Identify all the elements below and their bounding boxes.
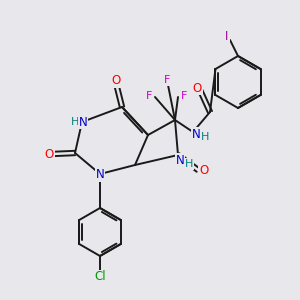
Text: H: H <box>71 117 79 127</box>
Text: O: O <box>44 148 54 160</box>
Text: O: O <box>192 82 202 94</box>
Text: O: O <box>200 164 208 178</box>
Text: N: N <box>96 169 104 182</box>
Text: N: N <box>192 128 200 140</box>
Text: F: F <box>164 75 170 85</box>
Text: N: N <box>79 116 87 128</box>
Text: O: O <box>111 74 121 88</box>
Text: H: H <box>201 132 209 142</box>
Text: I: I <box>225 31 229 44</box>
Text: F: F <box>146 91 152 101</box>
Text: F: F <box>181 91 187 101</box>
Text: Cl: Cl <box>94 271 106 284</box>
Text: H: H <box>185 159 193 169</box>
Text: N: N <box>176 154 184 166</box>
